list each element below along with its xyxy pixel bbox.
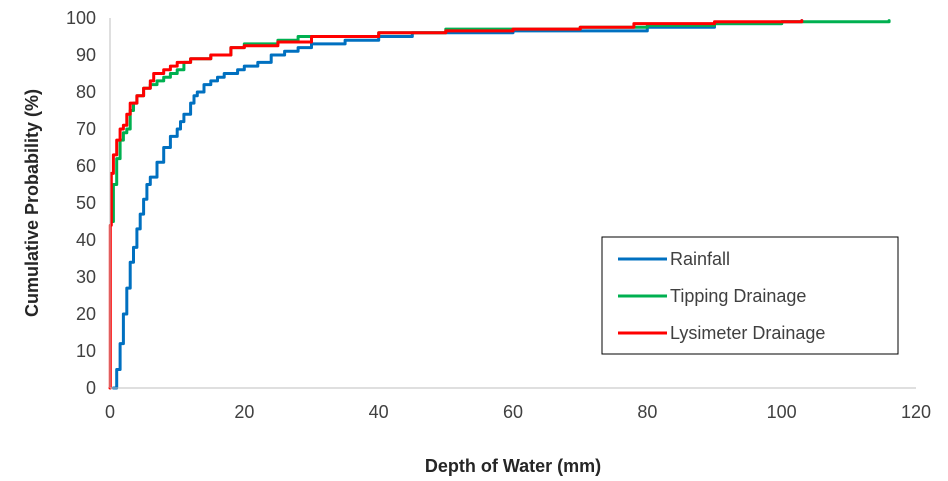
legend-label: Lysimeter Drainage	[670, 323, 825, 343]
y-tick-label: 60	[76, 156, 96, 176]
x-tick-label: 40	[369, 402, 389, 422]
legend-label: Rainfall	[670, 249, 730, 269]
x-tick-label: 120	[901, 402, 931, 422]
x-tick-label: 20	[234, 402, 254, 422]
series-line-3	[108, 19, 804, 390]
y-tick-label: 10	[76, 341, 96, 361]
y-tick-label: 70	[76, 119, 96, 139]
plot-area	[108, 18, 916, 390]
y-tick-labels: 0 10 20 30 40 50 60 70 80 90 100	[66, 8, 96, 398]
y-tick-label: 20	[76, 304, 96, 324]
y-tick-label: 50	[76, 193, 96, 213]
y-tick-label: 100	[66, 8, 96, 28]
y-axis-title: Cumulative Probability (%)	[22, 89, 42, 317]
series-layer	[108, 19, 891, 390]
x-tick-label: 80	[637, 402, 657, 422]
legend-label: Tipping Drainage	[670, 286, 806, 306]
y-tick-label: 40	[76, 230, 96, 250]
x-axis-title: Depth of Water (mm)	[425, 456, 601, 476]
x-tick-labels: 0 20 40 60 80 100 120	[105, 402, 931, 422]
x-tick-label: 100	[767, 402, 797, 422]
y-tick-label: 30	[76, 267, 96, 287]
y-tick-label: 90	[76, 45, 96, 65]
series-line-1	[111, 19, 804, 390]
x-tick-label: 60	[503, 402, 523, 422]
y-tick-label: 80	[76, 82, 96, 102]
x-tick-label: 0	[105, 402, 115, 422]
series-line-2	[110, 19, 891, 223]
y-tick-label: 0	[86, 378, 96, 398]
legend: Rainfall Tipping Drainage Lysimeter Draina…	[601, 236, 899, 355]
